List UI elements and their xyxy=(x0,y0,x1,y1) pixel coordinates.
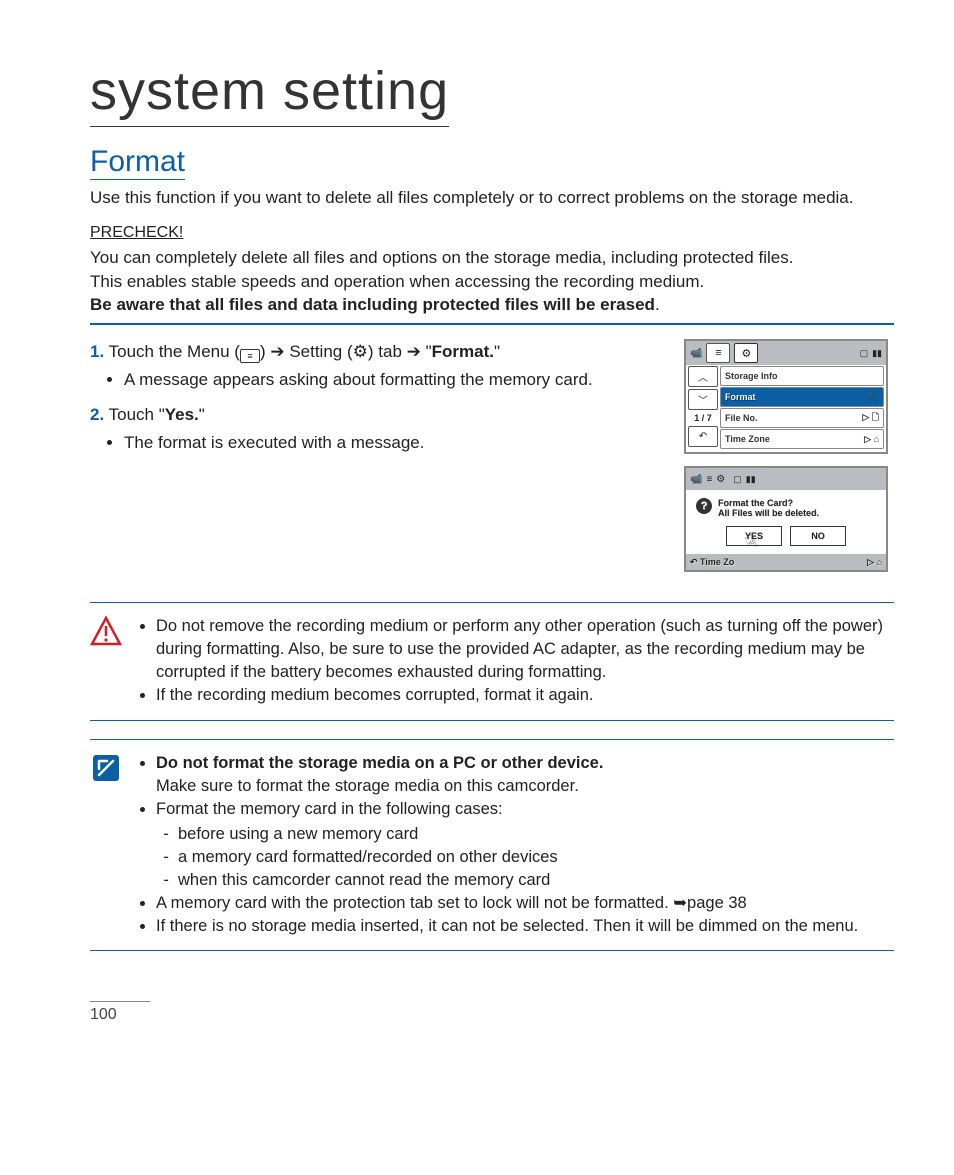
menu-item-format[interactable]: Format xyxy=(720,387,884,407)
page-title: system setting xyxy=(90,60,449,127)
warning-bullet-2: If the recording medium becomes corrupte… xyxy=(156,684,894,707)
no-button[interactable]: NO xyxy=(790,526,846,546)
camera-icon: 📹 xyxy=(690,348,702,359)
note-callout: Do not format the storage media on a PC … xyxy=(90,739,894,952)
menu-item-storage-info[interactable]: Storage Info xyxy=(720,366,884,386)
divider xyxy=(90,720,894,721)
menu-tab-icon: ≡ xyxy=(706,343,730,363)
note-bullet-3: A memory card with the protection tab se… xyxy=(156,892,858,915)
steps-list: 1. Touch the Menu (≡) ➔ Setting (⚙) tab … xyxy=(90,339,660,465)
down-button[interactable]: ﹀ xyxy=(688,389,718,410)
page-number: 100 xyxy=(90,1001,150,1024)
warning-callout: Do not remove the recording medium or pe… xyxy=(90,602,894,720)
settings-tab-icon: ⚙ xyxy=(734,343,758,363)
step-1-bullet: A message appears asking about formattin… xyxy=(124,367,660,393)
up-button[interactable]: ︿ xyxy=(688,366,718,387)
step-2-num: 2. xyxy=(90,405,104,424)
page-indicator: 1 / 7 xyxy=(686,411,720,425)
note-bullet-4: If there is no storage media inserted, i… xyxy=(156,915,858,938)
scr1-header: 📹 ≡ ⚙ ▢ ▮▮ xyxy=(686,341,886,365)
battery-icon: ▮▮ xyxy=(746,474,756,485)
precheck-bold: Be aware that all files and data includi… xyxy=(90,295,655,314)
step-1-num: 1. xyxy=(90,342,104,361)
dialog-text: Format the Card? All Files will be delet… xyxy=(718,498,819,518)
screenshot-menu: 📹 ≡ ⚙ ▢ ▮▮ ︿ ﹀ 1 / 7 ↶ Storage Info xyxy=(684,339,888,454)
warning-bullet-1: Do not remove the recording medium or pe… xyxy=(156,615,894,684)
divider xyxy=(90,950,894,951)
step-1: 1. Touch the Menu (≡) ➔ Setting (⚙) tab … xyxy=(90,339,660,392)
note-sub-2: a memory card formatted/recorded on othe… xyxy=(178,846,858,869)
menu-tab-icon: ≡ xyxy=(706,474,712,485)
sd-icon: ▢ xyxy=(860,348,869,359)
scr2-header: 📹 ≡ ⚙ ▢ ▮▮ xyxy=(686,468,886,490)
divider xyxy=(90,323,894,325)
note-bullet-2: Format the memory card in the following … xyxy=(156,798,858,892)
step-2: 2. Touch "Yes." The format is executed w… xyxy=(90,402,660,455)
menu-item-file-no[interactable]: File No.▷ 🗋 xyxy=(720,408,884,428)
section-title: Format xyxy=(90,145,185,180)
screenshot-dialog: 📹 ≡ ⚙ ▢ ▮▮ ? Format the Card? All Files … xyxy=(684,466,888,572)
menu-icon: ≡ xyxy=(240,349,260,363)
battery-icon: ▮▮ xyxy=(872,348,882,359)
camera-icon: 📹 xyxy=(690,474,702,485)
back-button[interactable]: ↶ xyxy=(688,426,718,447)
scr2-bottom-bar: ↶ Time Zo ▷ ⌂ xyxy=(686,554,886,570)
precheck-label: PRECHECK! xyxy=(90,224,894,242)
intro-text: Use this function if you want to delete … xyxy=(90,186,894,210)
precheck-body: You can completely delete all files and … xyxy=(90,246,894,317)
divider xyxy=(90,602,894,603)
precheck-line2: This enables stable speeds and operation… xyxy=(90,272,704,291)
question-icon: ? xyxy=(696,498,712,514)
note-icon xyxy=(90,752,122,784)
precheck-line1: You can completely delete all files and … xyxy=(90,248,793,267)
divider xyxy=(90,739,894,740)
sd-icon: ▢ xyxy=(733,474,742,485)
menu-item-time-zone[interactable]: Time Zone▷ ⌂ xyxy=(720,429,884,449)
gear-icon: ⚙ xyxy=(353,342,368,361)
warning-icon xyxy=(90,615,122,647)
settings-tab-icon: ⚙ xyxy=(716,474,725,485)
note-sub-3: when this camcorder cannot read the memo… xyxy=(178,869,858,892)
step-2-bullet: The format is executed with a message. xyxy=(124,430,660,456)
note-sub-1: before using a new memory card xyxy=(178,823,858,846)
note-bullet-1: Do not format the storage media on a PC … xyxy=(156,752,858,798)
